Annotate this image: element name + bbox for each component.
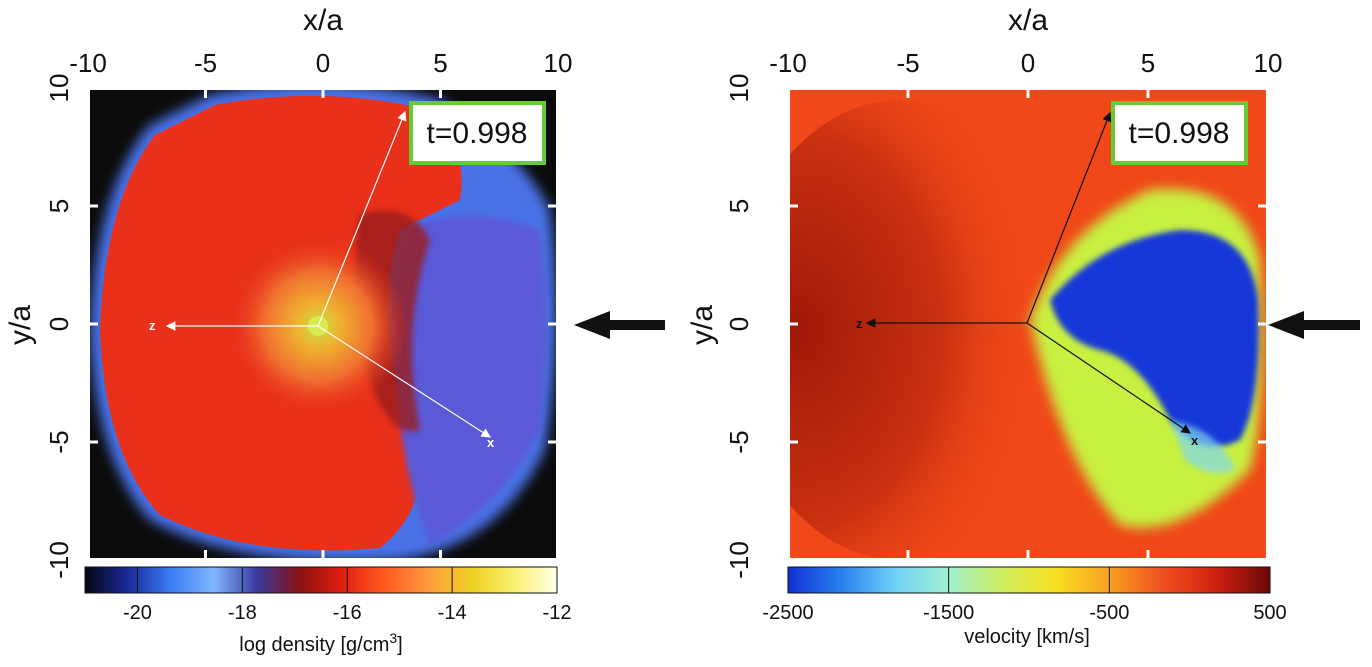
left-colorbar-tick-label: -12	[543, 602, 572, 624]
left-x-tick-label: -10	[69, 48, 107, 78]
left-y-tick-label: 0	[44, 317, 74, 331]
right-y-tick-label: -10	[724, 541, 754, 579]
left-colorbar-label-end: ]	[397, 634, 403, 656]
left-colorbar-sup: 3	[389, 630, 397, 646]
right-x-title: x/a	[1008, 4, 1048, 37]
right-colorbar-tick-label: 500	[1253, 602, 1286, 624]
left-vector-x-label: x	[487, 435, 495, 450]
right-y-tick-label: -5	[724, 430, 754, 453]
left-panel: z x t=0.998 x/a y/a -10 -5 0 5 10 10 5 0 -5 -10 -…	[4, 4, 572, 656]
right-colorbar-tick-label: -1500	[923, 602, 974, 624]
left-vector-z-label: z	[149, 318, 156, 333]
left-colorbar-tick-label: -14	[438, 602, 467, 624]
left-time-label: t=0.998	[427, 117, 528, 150]
left-y-tick-label: -5	[44, 430, 74, 453]
left-lobe	[394, 216, 546, 545]
left-vector-y	[317, 110, 407, 327]
right-colorbar-title: velocity [km/s]	[964, 626, 1090, 648]
left-x-tick-label: 10	[544, 48, 573, 78]
right-colorbar-ticks: -2500 -1500 -500 500	[762, 567, 1287, 624]
left-arrow	[574, 311, 665, 339]
right-x-tick-label: 10	[1254, 48, 1283, 78]
right-colorbar-tick-label: -2500	[762, 602, 813, 624]
right-colorbar	[787, 566, 1271, 594]
right-vector-y	[1026, 111, 1112, 324]
right-time-box	[1111, 101, 1248, 165]
right-colorbar-tick-label: -500	[1089, 602, 1129, 624]
left-y-tick-label: 10	[44, 74, 74, 103]
right-vector-x	[1026, 322, 1191, 434]
left-y-title: y/a	[4, 305, 37, 345]
right-time-label: t=0.998	[1129, 117, 1230, 150]
left-colorbar-tick-label: -16	[333, 602, 362, 624]
left-colorbar	[84, 566, 558, 594]
left-x-title: x/a	[303, 4, 343, 37]
right-blue-blob	[1050, 230, 1259, 447]
left-heatmap	[88, 88, 558, 560]
right-x-tick-label: 5	[1141, 48, 1155, 78]
right-dark-region	[788, 100, 1070, 560]
right-y-tick-label: 5	[724, 199, 754, 213]
left-vector-x	[317, 325, 492, 438]
right-x-tick-label: 0	[1021, 48, 1035, 78]
left-y-tick-label: 5	[44, 199, 74, 213]
left-colorbar-tick-label: -20	[123, 602, 152, 624]
right-vector-x-label: x	[1191, 433, 1199, 448]
right-y-tick-label: 0	[724, 317, 754, 331]
right-ticks: -10 -5 0 5 10 10 5 0 -5 -10	[724, 48, 1282, 579]
left-colorbar-ticks: -20 -18 -16 -14 -12	[123, 567, 571, 624]
right-y-tick-label: 10	[724, 74, 754, 103]
left-x-tick-label: 5	[433, 48, 447, 78]
right-arrow	[1268, 311, 1360, 339]
right-heatmap	[788, 88, 1268, 560]
left-colorbar-title: log density [g/cm3]	[239, 630, 402, 656]
left-colorbar-tick-label: -18	[228, 602, 257, 624]
left-x-tick-label: -5	[194, 48, 217, 78]
left-x-tick-label: 0	[316, 48, 330, 78]
left-time-box	[409, 101, 546, 165]
right-vector-z-label: z	[856, 316, 863, 331]
left-ticks: -10 -5 0 5 10 10 5 0 -5 -10	[44, 48, 572, 579]
left-colorbar-label: log density [g/cm	[239, 634, 389, 656]
right-panel: z x t=0.998 x/a y/a -10 -5 0 5 10 10 5 0 -5 -10 -…	[686, 4, 1287, 648]
right-y-title: y/a	[686, 305, 719, 345]
right-x-tick-label: -10	[769, 48, 807, 78]
right-x-tick-label: -5	[896, 48, 919, 78]
left-y-tick-label: -10	[44, 541, 74, 579]
